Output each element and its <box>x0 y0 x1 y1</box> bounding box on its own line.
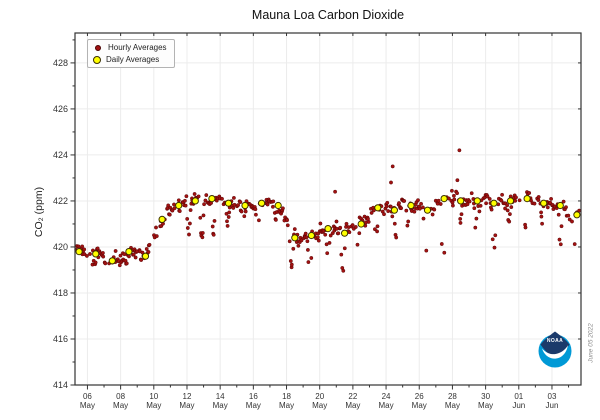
plot-border <box>74 32 582 386</box>
svg-text:May: May <box>445 401 460 410</box>
svg-text:Jun: Jun <box>546 401 559 410</box>
svg-text:424: 424 <box>53 150 68 160</box>
svg-text:28: 28 <box>448 392 457 401</box>
svg-text:May: May <box>179 401 194 410</box>
svg-text:428: 428 <box>53 58 68 68</box>
daily-marker-icon <box>93 55 101 64</box>
svg-text:May: May <box>412 401 427 410</box>
svg-text:06: 06 <box>83 392 92 401</box>
legend-label-hourly: Hourly Averages <box>108 43 167 52</box>
svg-text:May: May <box>345 401 360 410</box>
svg-text:10: 10 <box>149 392 158 401</box>
noaa-text: NOAA <box>547 338 563 344</box>
svg-text:30: 30 <box>481 392 490 401</box>
svg-text:22: 22 <box>348 392 357 401</box>
svg-text:May: May <box>279 401 294 410</box>
legend-item-hourly: Hourly Averages <box>93 43 167 52</box>
svg-text:14: 14 <box>216 392 225 401</box>
svg-text:03: 03 <box>548 392 557 401</box>
noaa-logo: NOAA <box>538 331 572 368</box>
svg-text:416: 416 <box>53 334 68 344</box>
svg-text:May: May <box>146 401 161 410</box>
svg-text:20: 20 <box>315 392 324 401</box>
svg-text:422: 422 <box>53 196 68 206</box>
svg-text:May: May <box>113 401 128 410</box>
svg-text:May: May <box>379 401 394 410</box>
svg-text:May: May <box>312 401 327 410</box>
legend: Hourly Averages Daily Averages <box>87 39 175 68</box>
daily-points <box>75 195 581 265</box>
svg-text:May: May <box>478 401 493 410</box>
svg-text:May: May <box>213 401 228 410</box>
svg-text:May: May <box>246 401 261 410</box>
svg-text:414: 414 <box>53 380 68 390</box>
svg-text:26: 26 <box>415 392 424 401</box>
chart-title: Mauna Loa Carbon Dioxide <box>251 8 405 22</box>
svg-text:24: 24 <box>382 392 391 401</box>
svg-text:12: 12 <box>183 392 192 401</box>
hourly-points <box>74 148 582 273</box>
svg-text:426: 426 <box>53 104 68 114</box>
svg-text:May: May <box>80 401 95 410</box>
svg-text:Jun: Jun <box>512 401 525 410</box>
legend-item-daily: Daily Averages <box>93 55 167 64</box>
svg-text:01: 01 <box>514 392 523 401</box>
svg-text:418: 418 <box>53 288 68 298</box>
y-axis-label: CO₂ (ppm) <box>33 186 45 238</box>
svg-text:16: 16 <box>249 392 258 401</box>
svg-text:18: 18 <box>282 392 291 401</box>
date-stamp: June 05 2022 <box>587 323 595 363</box>
tick-labels: 06May08May10May12May14May16May18May20May… <box>53 58 558 410</box>
svg-text:420: 420 <box>53 242 68 252</box>
svg-text:08: 08 <box>116 392 125 401</box>
axis-ticks <box>70 33 581 390</box>
noaa-seagull-icon <box>542 345 568 359</box>
legend-label-daily: Daily Averages <box>106 55 160 64</box>
hourly-marker-icon <box>95 44 101 51</box>
